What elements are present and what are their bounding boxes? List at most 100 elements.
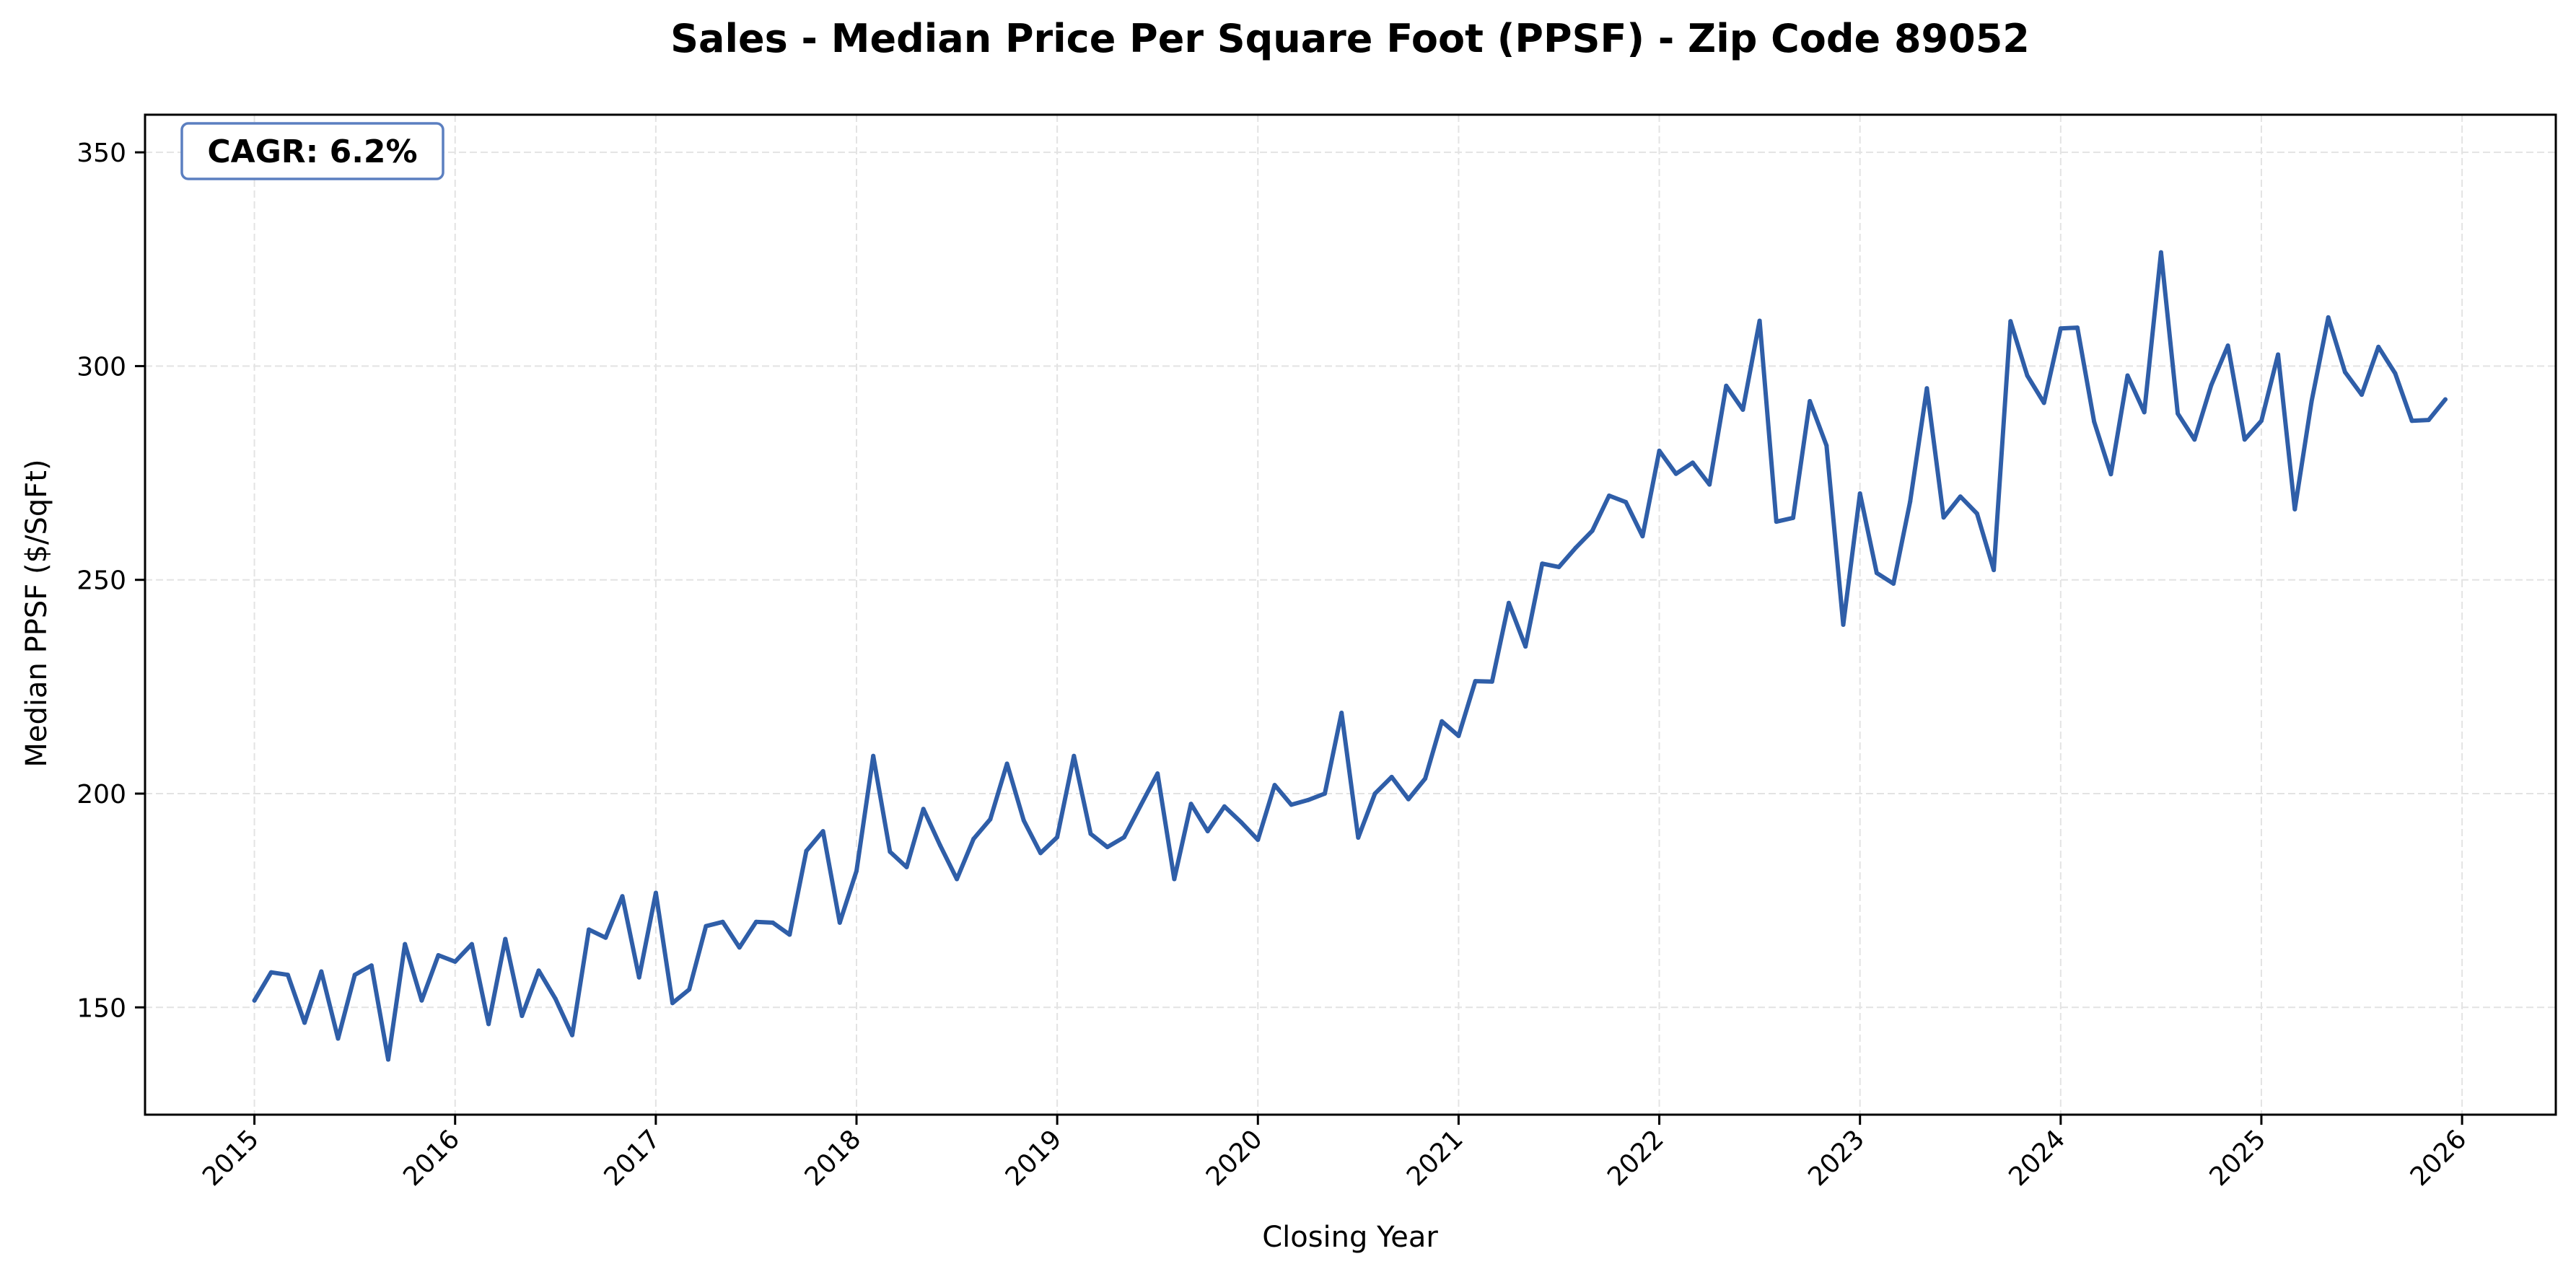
grid [145, 115, 2556, 1115]
data-point [536, 968, 541, 973]
data-point [1323, 791, 1327, 796]
data-point [503, 936, 508, 942]
x-tick-label: 2020 [1201, 1124, 1269, 1192]
data-point [570, 1032, 574, 1037]
data-point [1305, 797, 1310, 802]
x-tick-label: 2015 [197, 1124, 265, 1192]
data-point [1740, 407, 1745, 412]
cagr-label: CAGR: 6.2% [207, 133, 417, 170]
data-point [436, 953, 441, 957]
x-tick-label: 2026 [2405, 1124, 2473, 1192]
data-point [2125, 373, 2130, 378]
data-point [2058, 326, 2063, 331]
data-point [837, 920, 842, 925]
data-point [386, 1057, 390, 1062]
data-point [955, 877, 960, 882]
y-tick-label: 150 [76, 993, 126, 1023]
data-point [1356, 835, 1361, 840]
data-point [452, 959, 457, 964]
data-point [2041, 400, 2046, 405]
x-tick-label: 2022 [1602, 1124, 1670, 1192]
data-point [1808, 399, 1813, 403]
data-point [1556, 564, 1561, 569]
data-point [1640, 534, 1645, 539]
data-point [2158, 250, 2163, 255]
data-point [252, 998, 257, 1003]
data-point [1507, 600, 1511, 605]
chart-title: Sales - Median Price Per Square Foot (PP… [670, 16, 2030, 61]
data-point [1941, 515, 1946, 520]
data-point [2426, 418, 2431, 423]
data-point [787, 932, 792, 937]
data-point [2393, 371, 2398, 376]
data-point [687, 987, 692, 992]
data-point [636, 975, 641, 980]
data-point [737, 945, 742, 950]
data-point [2192, 437, 2197, 442]
data-point [854, 869, 859, 874]
data-point [1239, 820, 1244, 825]
data-point [1724, 383, 1729, 388]
data-point [1055, 835, 1060, 840]
data-point [553, 996, 558, 1001]
data-point [2242, 437, 2247, 442]
data-point [1673, 471, 1678, 476]
y-tick-label: 250 [76, 566, 126, 596]
data-point [587, 927, 592, 932]
data-point [921, 807, 926, 812]
data-point [2309, 399, 2314, 404]
data-point [336, 1036, 341, 1041]
data-point [352, 973, 357, 978]
data-point [653, 890, 658, 895]
x-tick-label: 2025 [2204, 1124, 2272, 1192]
data-point [1974, 511, 1979, 516]
data-point [285, 973, 290, 978]
data-point [1121, 835, 1126, 840]
data-point [1874, 571, 1879, 576]
data-point [820, 829, 825, 834]
data-point [1139, 803, 1143, 807]
data-point [2342, 369, 2347, 374]
data-point [486, 1022, 491, 1027]
data-point [1824, 443, 1829, 448]
data-point [1573, 545, 1578, 550]
data-point [1657, 448, 1662, 453]
data-point [2326, 315, 2331, 320]
data-point [1205, 829, 1210, 834]
data-point [1908, 499, 1913, 504]
data-point [720, 919, 725, 924]
data-point [2443, 397, 2448, 402]
data-point [2376, 344, 2381, 349]
data-point [419, 998, 424, 1003]
data-point [1958, 494, 1963, 499]
data-point [1088, 831, 1093, 836]
y-tick-label: 200 [76, 780, 126, 809]
data-point [1707, 482, 1712, 487]
data-point [302, 1020, 307, 1025]
cagr-annotation: CAGR: 6.2% [180, 122, 444, 180]
x-tick-label: 2016 [398, 1124, 465, 1192]
data-point [753, 919, 758, 924]
x-tick-label: 2017 [598, 1124, 666, 1192]
data-point [1791, 515, 1795, 520]
data-point [1456, 734, 1461, 738]
data-point [988, 817, 993, 822]
data-point [804, 848, 809, 853]
data-point [2409, 418, 2414, 424]
data-point [1339, 711, 1344, 715]
data-point [1690, 460, 1695, 465]
data-point [771, 920, 776, 925]
data-point [2142, 410, 2147, 415]
cagr-box [180, 122, 444, 180]
data-point [1891, 582, 1896, 586]
data-point [1105, 845, 1110, 850]
data-point [2259, 418, 2264, 424]
data-point [2075, 325, 2080, 330]
data-point [1004, 761, 1009, 766]
data-point [1289, 802, 1294, 807]
data-point [937, 843, 942, 848]
data-point [1590, 528, 1595, 533]
data-point [403, 942, 408, 947]
data-point [1072, 753, 1077, 758]
